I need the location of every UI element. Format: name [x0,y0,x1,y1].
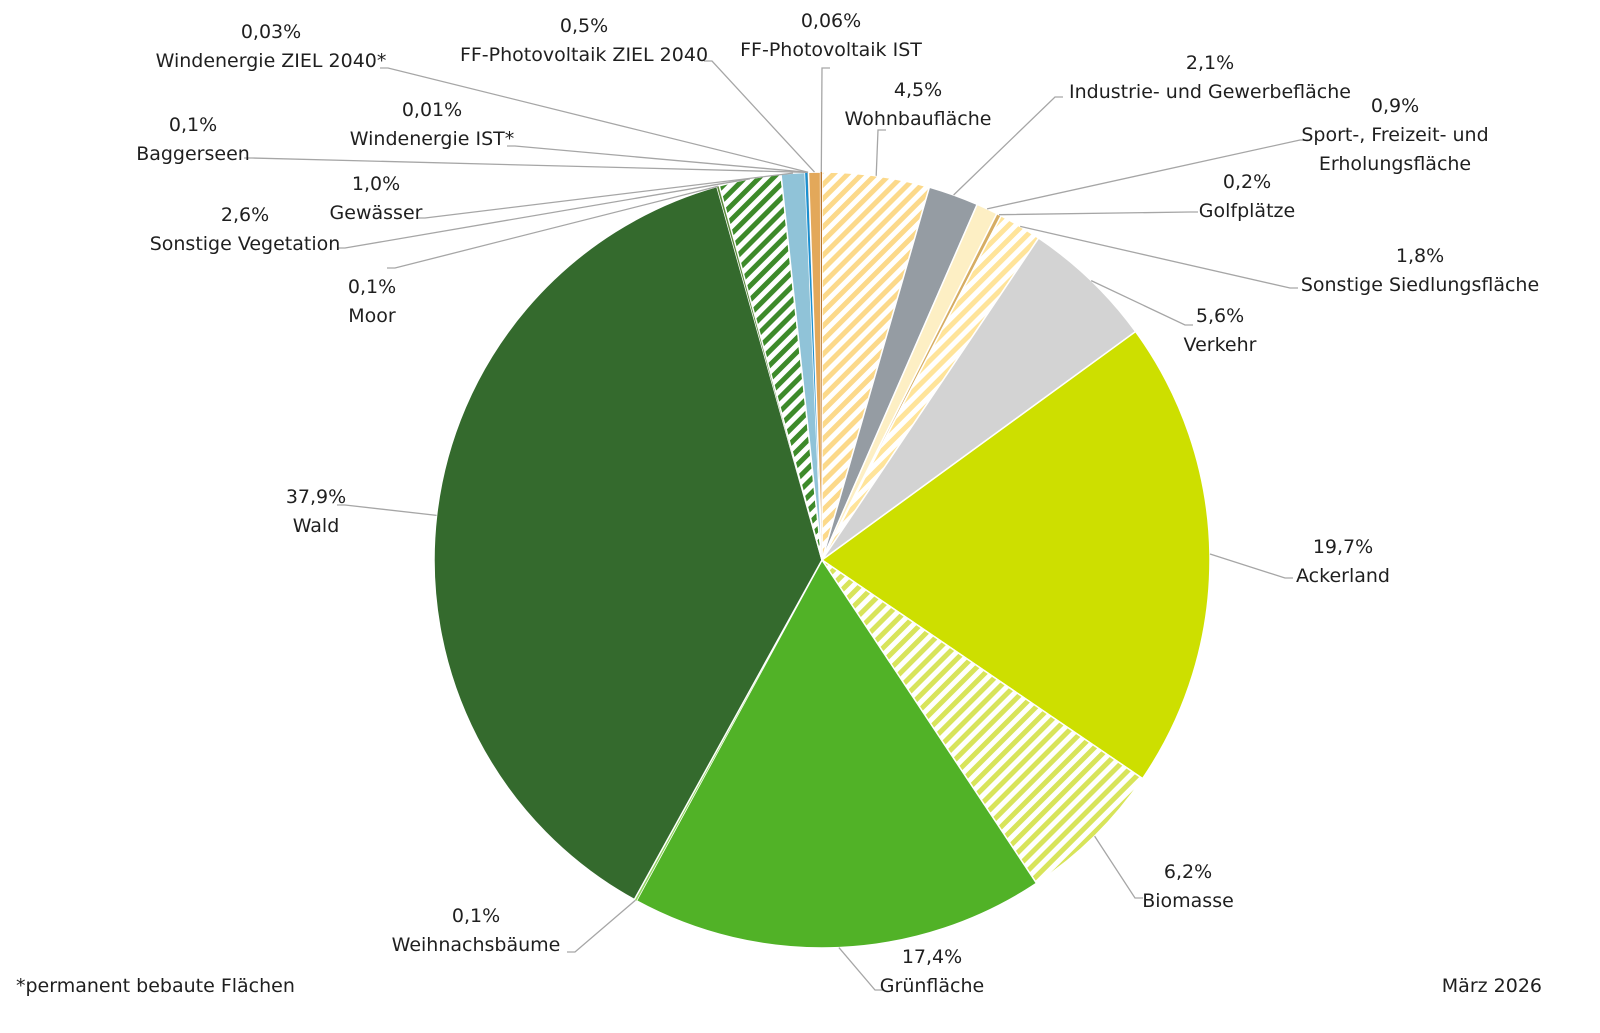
slice-name-label: Moor [348,305,396,327]
slice-name-label: Sport-, Freizeit- und Erholungsfläche [1301,124,1488,175]
slice-name-label: Sonstige Vegetation [150,233,341,255]
slice-percent-label: 0,9% [1371,95,1419,117]
slice-name-label: Golfplätze [1199,200,1295,222]
slice-name-label: Sonstige Siedlungsfläche [1301,274,1539,296]
slice-name-label: Windenergie IST* [350,128,515,150]
slice-labels: 4,5% Wohnbaufläche 2,1% Industrie- und Gewe… [136,10,1539,997]
leader-line-16 [380,67,809,173]
leader-line-10 [337,504,437,517]
slice-percent-label: 37,9% [286,486,346,508]
leader-line-8 [838,947,883,991]
leader-line-1 [953,96,1063,196]
slice-name-label: Wald [293,515,340,537]
slice-percent-label: 0,1% [169,114,217,136]
slice-percent-label: 1,0% [352,173,400,195]
slice-percent-label: 2,6% [221,204,269,226]
pie-slice-14 [805,172,822,560]
leader-line-12 [337,178,751,249]
leader-line-5 [1090,280,1193,326]
leader-line-0 [875,129,886,176]
slice-percent-label: 5,6% [1196,305,1244,327]
slice-percent-label: 1,8% [1396,245,1444,267]
slice-percent-label: 19,7% [1313,536,1373,558]
slice-percent-label: 2,1% [1186,52,1234,74]
leader-line-14 [244,157,807,173]
slice-percent-label: 0,1% [452,905,500,927]
footnote: *permanent bebaute Flächen [16,975,295,997]
pie-slice-7 [821,559,1144,885]
slice-percent-label: 0,5% [560,15,608,37]
pie-slice-5 [821,237,1137,561]
slice-percent-label: 17,4% [902,946,962,968]
slice-name-label: Verkehr [1184,334,1257,356]
pie-slice-6 [820,330,1211,780]
leader-line-4 [1020,225,1298,289]
leader-line-11 [387,185,719,269]
slice-percent-label: 6,2% [1164,861,1212,883]
slice-name-label: Windenergie ZIEL 2040* [156,50,387,72]
slice-percent-label: 4,5% [894,79,942,101]
slice-name-label: FF-Photovoltaik IST [740,39,922,61]
leader-line-13 [417,172,794,219]
leader-line-7 [1094,835,1143,899]
leader-line-18 [820,67,830,173]
slice-name-label: Biomasse [1142,890,1234,912]
slice-name-label: Gewässer [330,202,423,224]
leader-line-6 [1209,553,1293,579]
slice-percent-label: 0,06% [801,10,861,32]
slice-percent-label: 0,01% [402,99,462,121]
leader-line-9 [567,899,636,953]
slice-name-label: Ackerland [1296,565,1390,587]
date-stamp: März 2026 [1441,975,1542,997]
slice-name-label: Wohnbaufläche [845,108,992,130]
leader-line-2 [986,139,1308,210]
slice-percent-label: 0,03% [241,21,301,43]
slice-name-label: Weihnachsbäume [392,934,561,956]
pie-slice-18 [820,171,822,560]
pie-slices [433,171,1211,949]
slice-name-label: Grünfläche [880,975,984,997]
slice-percent-label: 0,2% [1223,171,1271,193]
slice-name-label: Industrie- und Gewerbefläche [1069,81,1351,103]
slice-name-label: Baggerseen [136,143,250,165]
leader-line-17 [704,60,815,173]
slice-percent-label: 0,1% [348,276,396,298]
slice-name-label: FF-Photovoltaik ZIEL 2040 [460,44,708,66]
leader-line-3 [998,211,1198,216]
leader-line-15 [507,145,808,173]
leader-lines [244,60,1308,991]
